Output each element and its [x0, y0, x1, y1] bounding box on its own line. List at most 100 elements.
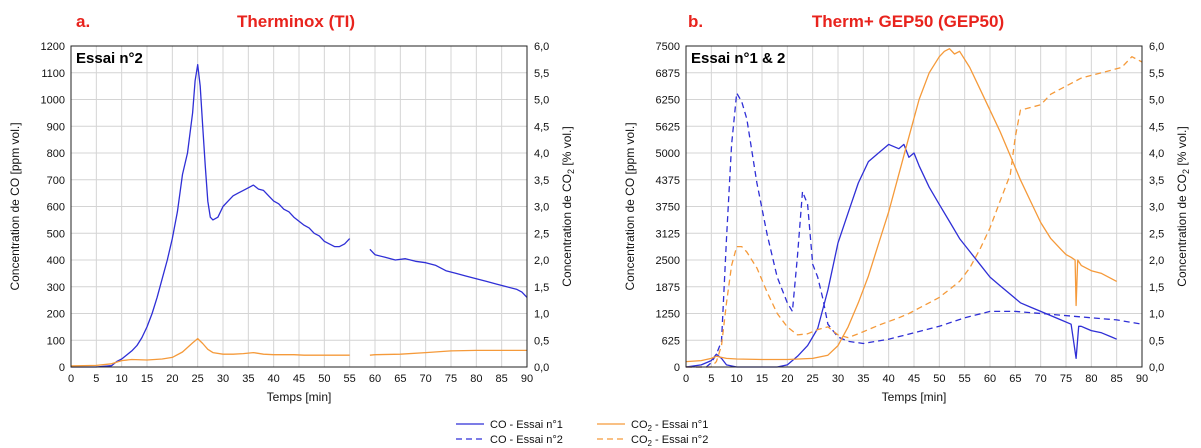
x-tick-label: 0	[68, 373, 74, 385]
y-left-axis-title: Concentration de CO [ppm vol.]	[8, 122, 22, 290]
x-tick-label: 0	[683, 373, 689, 385]
y-left-tick-label: 5625	[656, 121, 680, 133]
panel-b-gep50: b. Therm+ GEP50 (GEP50) 0 5 10 15 20 25 30 35 40…	[623, 12, 1191, 404]
y-left-tick-label: 1000	[41, 95, 65, 107]
y-left-tick-label: 5000	[656, 148, 680, 160]
series-line-co2-essai-n-2	[70, 337, 350, 367]
y-right-tick-label: 0,0	[1149, 362, 1164, 374]
series-line-co-essai-n-1	[685, 143, 1117, 368]
y-right-axis-title: Concentration de CO2 [% vol.]	[1175, 126, 1191, 286]
x-tick-label: 40	[883, 373, 895, 385]
x-tick-label: 35	[242, 373, 254, 385]
x-tick-label: 15	[756, 373, 768, 385]
y-right-tick-label: 4,5	[534, 121, 549, 133]
x-tick-label: 30	[217, 373, 229, 385]
panel-b-title: Therm+ GEP50 (GEP50)	[812, 12, 1004, 31]
series-line-co2-essai-n-2	[369, 349, 527, 356]
x-tick-label: 5	[708, 373, 714, 385]
series-line-co-essai-n-2	[369, 248, 528, 298]
x-tick-label: 50	[933, 373, 945, 385]
y-right-tick-label: 2,5	[1149, 228, 1164, 240]
y-right-tick-label: 5,5	[1149, 68, 1164, 80]
legend-co2-essai2-label: CO2 - Essai n°2	[631, 434, 708, 448]
plot-frame	[70, 45, 528, 368]
x-tick-label: 30	[832, 373, 844, 385]
essai-annotation: Essai n°2	[76, 50, 143, 67]
x-tick-label: 45	[908, 373, 920, 385]
y-left-tick-label: 900	[47, 121, 65, 133]
panel-a-therminox: a. Therminox (TI) 0 5 10 15 20 25 30 35 40 45 50 55…	[8, 12, 576, 404]
legend-co2-essai1-label: CO2 - Essai n°1	[631, 419, 708, 433]
y-right-tick-label: 0,5	[534, 335, 549, 347]
y-right-tick-label: 3,5	[1149, 175, 1164, 187]
y-right-tick-label: 5,0	[534, 95, 549, 107]
x-tick-label: 80	[1085, 373, 1097, 385]
y-left-tick-label: 500	[47, 228, 65, 240]
x-tick-label: 75	[1060, 373, 1072, 385]
y-left-tick-label: 3750	[656, 202, 680, 214]
y-left-tick-label: 1250	[656, 309, 680, 321]
x-tick-label: 10	[116, 373, 128, 385]
y-left-tick-label: 700	[47, 175, 65, 187]
series-line-co-essai-n-2	[686, 92, 1143, 368]
x-tick-label: 25	[192, 373, 204, 385]
x-tick-label: 65	[394, 373, 406, 385]
x-tick-label: 85	[496, 373, 508, 385]
y-left-tick-label: 0	[674, 362, 680, 374]
y-right-tick-label: 6,0	[1149, 41, 1164, 53]
y-right-tick-label: 1,0	[534, 309, 549, 321]
y-left-tick-label: 1875	[656, 282, 680, 294]
x-tick-label: 70	[420, 373, 432, 385]
x-tick-label: 20	[166, 373, 178, 385]
x-tick-label: 75	[445, 373, 457, 385]
y-left-tick-label: 625	[662, 335, 680, 347]
series-line-co2-essai-n-1	[685, 48, 1118, 363]
y-right-tick-label: 3,5	[534, 175, 549, 187]
x-tick-label: 60	[369, 373, 381, 385]
x-tick-label: 25	[807, 373, 819, 385]
y-right-tick-label: 6,0	[534, 41, 549, 53]
x-tick-label: 60	[984, 373, 996, 385]
y-left-tick-label: 200	[47, 309, 65, 321]
y-right-tick-label: 4,5	[1149, 121, 1164, 133]
x-tick-label: 90	[1136, 373, 1148, 385]
essai-annotation: Essai n°1 & 2	[691, 50, 785, 67]
plot-frame	[685, 45, 1143, 368]
y-right-axis-title: Concentration de CO2 [% vol.]	[560, 126, 576, 286]
x-tick-label: 15	[141, 373, 153, 385]
y-right-tick-label: 2,0	[534, 255, 549, 267]
y-right-tick-label: 5,0	[1149, 95, 1164, 107]
legend-co2-label: CO - Essai n°2	[490, 434, 563, 446]
y-left-tick-label: 4375	[656, 175, 680, 187]
y-right-tick-label: 4,0	[1149, 148, 1164, 160]
panel-a-letter: a.	[76, 12, 90, 31]
y-left-tick-label: 100	[47, 335, 65, 347]
panel-a-title: Therminox (TI)	[237, 12, 355, 31]
x-tick-label: 85	[1111, 373, 1123, 385]
y-left-tick-label: 300	[47, 282, 65, 294]
y-left-tick-label: 7500	[656, 41, 680, 53]
x-tick-label: 55	[959, 373, 971, 385]
panel-b-letter: b.	[688, 12, 703, 31]
x-tick-label: 90	[521, 373, 533, 385]
y-right-tick-label: 3,0	[534, 202, 549, 214]
y-left-tick-label: 6875	[656, 68, 680, 80]
y-left-tick-label: 3125	[656, 228, 680, 240]
y-left-tick-label: 800	[47, 148, 65, 160]
x-tick-label: 65	[1009, 373, 1021, 385]
y-right-tick-label: 5,5	[534, 68, 549, 80]
x-tick-label: 20	[781, 373, 793, 385]
x-tick-label: 50	[318, 373, 330, 385]
y-left-tick-label: 600	[47, 202, 65, 214]
y-left-tick-label: 1100	[41, 68, 65, 80]
y-left-tick-label: 2500	[656, 255, 680, 267]
x-axis-title: Temps [min]	[267, 390, 332, 404]
x-axis-title: Temps [min]	[882, 390, 947, 404]
x-tick-label: 45	[293, 373, 305, 385]
y-right-tick-label: 0,5	[1149, 335, 1164, 347]
y-left-tick-label: 1200	[41, 41, 65, 53]
x-tick-label: 10	[731, 373, 743, 385]
y-right-tick-label: 1,0	[1149, 309, 1164, 321]
series-line-co-essai-n-2	[71, 64, 351, 368]
